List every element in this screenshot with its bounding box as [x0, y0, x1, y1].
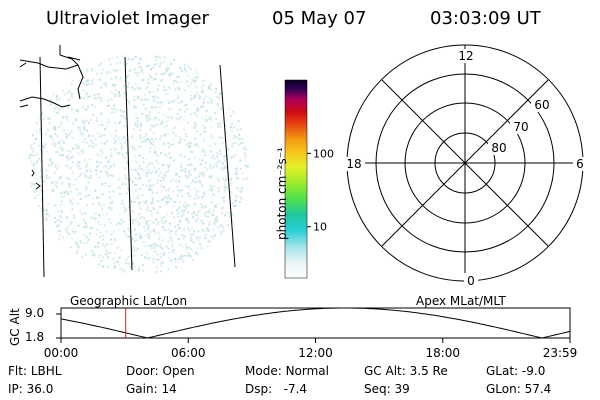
seq-value: 39 — [394, 382, 410, 396]
coastline — [19, 96, 71, 108]
coastline — [31, 169, 35, 177]
meridian-line — [124, 56, 133, 271]
timeline-tick-label: 00:00 — [44, 346, 79, 360]
coastline — [35, 182, 41, 190]
polar-plot: 12 18 6 0 60 70 80 — [343, 44, 587, 288]
colorbar-ticks: 100 10 — [307, 147, 334, 234]
uv-emission-speckle — [28, 54, 249, 274]
colorbar-unit-label: photon cm⁻²s⁻¹ — [275, 147, 289, 240]
ip-value: 36.0 — [26, 382, 54, 396]
mode-label: Mode: — [245, 364, 282, 378]
gain-label: Gain: — [126, 382, 158, 396]
mlt-label-12: 12 — [458, 49, 473, 63]
dsp-value: -7.4 — [283, 382, 308, 396]
flt-label: Flt: — [8, 364, 27, 378]
gain-value: 14 — [161, 382, 177, 396]
glat-value: -9.0 — [521, 364, 546, 378]
instrument-title: Ultraviolet Imager — [46, 8, 209, 29]
mlt-label-6: 6 — [576, 157, 584, 171]
gc-alt-max: 9.0 — [25, 306, 45, 320]
coastline — [59, 54, 79, 66]
glon-label: GLon: — [486, 382, 521, 396]
lat-label-60: 60 — [534, 98, 549, 112]
gcalt-label: GC Alt: — [364, 364, 406, 378]
apex-caption: Apex MLat/MLT — [416, 294, 506, 308]
gc-alt-min: 1.8 — [25, 330, 45, 344]
colorbar: 100 10 — [284, 79, 334, 279]
timeline-tick-label: 23:59 — [543, 346, 578, 360]
colorbar-tick-label: 100 — [313, 147, 334, 160]
ip-label: IP: — [8, 382, 23, 396]
coastline — [19, 62, 27, 68]
lat-label-70: 70 — [513, 120, 528, 134]
meridian-line — [39, 56, 45, 278]
geographic-image-panel — [19, 45, 249, 278]
altitude-curve — [60, 307, 571, 339]
timeline-tick-label: 18:00 — [425, 346, 460, 360]
geographic-caption: Geographic Lat/Lon — [70, 294, 188, 308]
polar-diagonal — [381, 79, 549, 247]
colorbar-gradient — [284, 79, 308, 279]
gcalt-value: 3.5 Re — [409, 364, 448, 378]
mode-value: Normal — [285, 364, 329, 378]
timeline-ticks: 00:00 06:00 12:00 18:00 23:59 — [44, 338, 578, 360]
timeline-frame — [60, 307, 571, 339]
timeline-tick-label: 06:00 — [171, 346, 206, 360]
door-value: Open — [162, 364, 195, 378]
glat-label: GLat: — [486, 364, 519, 378]
door-label: Door: — [126, 364, 159, 378]
meridian-line — [219, 64, 236, 268]
altitude-timeline: 00:00 06:00 12:00 18:00 23:59 — [44, 307, 578, 360]
coastline — [19, 59, 79, 70]
mlt-label-18: 18 — [346, 157, 361, 171]
coastline — [77, 64, 84, 100]
dsp-label: Dsp: — [245, 382, 273, 396]
observation-time: 03:03:09 UT — [430, 8, 541, 29]
lat-label-80: 80 — [491, 141, 506, 155]
mlt-label-0: 0 — [467, 274, 475, 288]
glon-value: 57.4 — [524, 382, 552, 396]
timeline-tick-label: 12:00 — [298, 346, 333, 360]
colorbar-tick-label: 10 — [313, 221, 327, 234]
coastline — [67, 56, 81, 61]
flt-value: LBHL — [30, 364, 62, 378]
coastline — [19, 104, 29, 108]
observation-date: 05 May 07 — [272, 8, 367, 29]
seq-label: Seq: — [364, 382, 391, 396]
